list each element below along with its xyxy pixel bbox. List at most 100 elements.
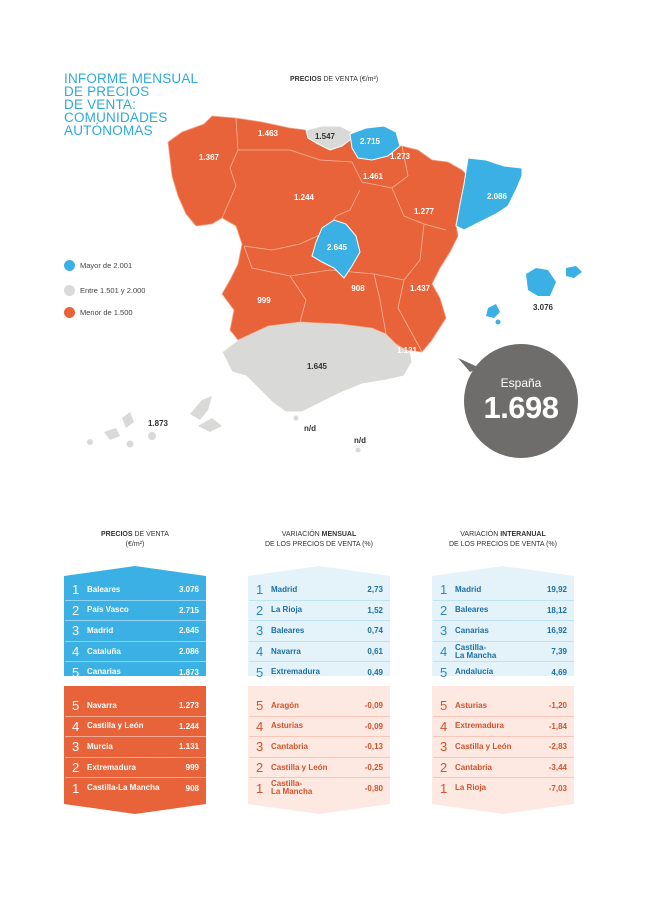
col-head-mensual: VARIACIÓN MENSUAL DE LOS PRECIOS DE VENT… xyxy=(244,530,394,550)
ranking-number: 2 xyxy=(256,760,264,776)
panel-interanual-top: 1 Madrid 19,92 2 Baleares 18,12 3 Canarias 16,92… xyxy=(433,580,574,682)
ranking-number: 4 xyxy=(440,644,448,660)
ranking-name: Madrid xyxy=(87,625,114,635)
ranking-name: Castilla-La Mancha xyxy=(87,783,160,793)
ranking-number: 2 xyxy=(256,602,264,618)
ranking-number: 1 xyxy=(72,582,80,598)
panel-mensual-bottom: 5 Aragón -0,09 4 Asturias -0,09 3 Cantabria -0,1… xyxy=(249,696,390,798)
ranking-value: 1.273 xyxy=(178,701,199,711)
ranking-value: 908 xyxy=(185,783,199,793)
ranking-value: 18,12 xyxy=(546,605,567,615)
panel-mensual-top: 1 Madrid 2,73 2 La Rioja 1,52 3 Baleares 0,74 4 Na… xyxy=(249,580,390,682)
ranking-number: 2 xyxy=(72,602,80,618)
ranking-number: 2 xyxy=(440,760,448,776)
ranking-name: Baleares xyxy=(271,625,305,635)
map-label-cataluna: 2.086 xyxy=(486,192,508,201)
legend-item-mid: Entre 1.501 y 2.000 xyxy=(64,285,145,296)
map-label-murcia: 1.131 xyxy=(396,346,418,355)
ranking-name: Navarra xyxy=(271,646,301,656)
region-madrid xyxy=(311,219,361,279)
ranking-row: 5 Asturias -1,20 xyxy=(433,696,574,717)
ranking-number: 4 xyxy=(256,644,264,660)
ranking-value: -0,09 xyxy=(364,721,383,731)
title-line: DE VENTA: xyxy=(64,97,137,112)
map-label-navarra: 1.273 xyxy=(389,152,411,161)
spain-badge-value: 1.698 xyxy=(483,390,559,425)
ranking-value: 1.873 xyxy=(178,667,199,677)
ranking-number: 3 xyxy=(440,739,448,755)
ranking-number: 5 xyxy=(72,664,80,680)
region-ceuta xyxy=(293,415,299,421)
ranking-number: 4 xyxy=(72,644,80,660)
ranking-value: 7,39 xyxy=(551,647,567,657)
col-head-text: VARIACIÓN xyxy=(460,531,501,538)
ranking-name: Cantabria xyxy=(455,762,492,772)
ranking-name: Castilla-La Mancha xyxy=(271,779,313,797)
ranking-number: 5 xyxy=(256,698,264,714)
ranking-number: 1 xyxy=(256,780,264,796)
ranking-row: 4 Navarra 0,61 xyxy=(249,642,390,663)
title-line: INFORME MENSUAL xyxy=(64,71,199,86)
ranking-number: 5 xyxy=(72,698,80,714)
col-head-precios: PRECIOS DE VENTA (€/m²) xyxy=(60,530,210,550)
ranking-value: 4,69 xyxy=(551,667,567,677)
ranking-value: -0,09 xyxy=(364,701,383,711)
ranking-value: 1,52 xyxy=(367,605,383,615)
map-label-melilla: n/d xyxy=(354,436,366,445)
ranking-name: Extremadura xyxy=(87,762,136,772)
map-label-castilla-la-mancha: 908 xyxy=(351,284,365,293)
ranking-row: 4 Castilla y León 1.244 xyxy=(65,717,206,738)
ranking-name: La Rioja xyxy=(271,605,303,615)
ranking-value: 16,92 xyxy=(546,626,567,636)
ranking-row: 3 Madrid 2.645 xyxy=(65,621,206,642)
ranking-value: 0,74 xyxy=(367,626,383,636)
ranking-value: -1,84 xyxy=(548,721,567,731)
panel-interanual-bottom: 5 Asturias -1,20 4 Extremadura -1,84 3 Castilla… xyxy=(433,696,574,798)
ranking-value: 1.131 xyxy=(178,742,199,752)
region-canarias xyxy=(87,396,222,448)
ranking-value: -2,83 xyxy=(548,742,567,752)
region-cantabria xyxy=(305,125,353,151)
map-header-bold: PRECIOS xyxy=(290,76,322,83)
col-head-bold: MENSUAL xyxy=(321,531,357,538)
ranking-value: 999 xyxy=(185,763,199,773)
ranking-name: Canarias xyxy=(87,667,121,677)
spain-map xyxy=(87,115,582,458)
title-line: COMUNIDADES xyxy=(64,110,168,125)
ranking-row: 4 Asturias -0,09 xyxy=(249,717,390,738)
region-cataluna xyxy=(455,157,523,231)
ranking-row: 5 Navarra 1.273 xyxy=(65,696,206,717)
legend-label: Mayor de 2.001 xyxy=(80,261,133,270)
ranking-number: 5 xyxy=(256,664,264,680)
title-line: AUTÓNOMAS xyxy=(64,123,153,138)
ranking-row: 1 Baleares 3.076 xyxy=(65,580,206,601)
ranking-name: Aragón xyxy=(271,700,299,710)
ranking-value: -0,13 xyxy=(364,742,383,752)
region-baleares xyxy=(486,266,582,325)
map-label-pais-vasco: 2.715 xyxy=(359,137,381,146)
ranking-row: 3 Canarias 16,92 xyxy=(433,621,574,642)
col-head-bold: INTERANUAL xyxy=(500,531,546,538)
ranking-row: 2 Extremadura 999 xyxy=(65,758,206,779)
col-head-line2: DE LOS PRECIOS DE VENTA (%) xyxy=(264,541,373,548)
ranking-number: 2 xyxy=(440,602,448,618)
ranking-number: 3 xyxy=(72,739,80,755)
ranking-number: 4 xyxy=(72,718,80,734)
ranking-name: Castilla y León xyxy=(455,741,512,751)
ranking-name: Castilla-La Mancha xyxy=(455,642,497,660)
panel-precios-top: 1 Baleares 3.076 2 País Vasco 2.715 3 Madrid 2.6… xyxy=(65,580,206,682)
map-header: PRECIOS DE VENTA (€/m²) xyxy=(290,76,378,83)
ranking-value: -0,80 xyxy=(364,783,383,793)
ranking-number: 3 xyxy=(440,623,448,639)
panel-precios-bottom: 5 Navarra 1.273 4 Castilla y León 1.244 3 Murci… xyxy=(65,696,206,798)
ranking-value: 2,73 xyxy=(367,585,383,595)
col-head-text: VARIACIÓN xyxy=(281,531,322,538)
panel-bg-precios-top xyxy=(64,566,206,676)
ranking-value: 19,92 xyxy=(546,585,567,595)
ranking-row: 1 Madrid 2,73 xyxy=(249,580,390,601)
map-label-ceuta: n/d xyxy=(304,424,316,433)
map-label-canarias: 1.873 xyxy=(147,419,169,428)
col-head-interanual: VARIACIÓN INTERANUAL DE LOS PRECIOS DE V… xyxy=(428,530,578,550)
ranking-row: 5 Andalucía 4,69 xyxy=(433,662,574,682)
